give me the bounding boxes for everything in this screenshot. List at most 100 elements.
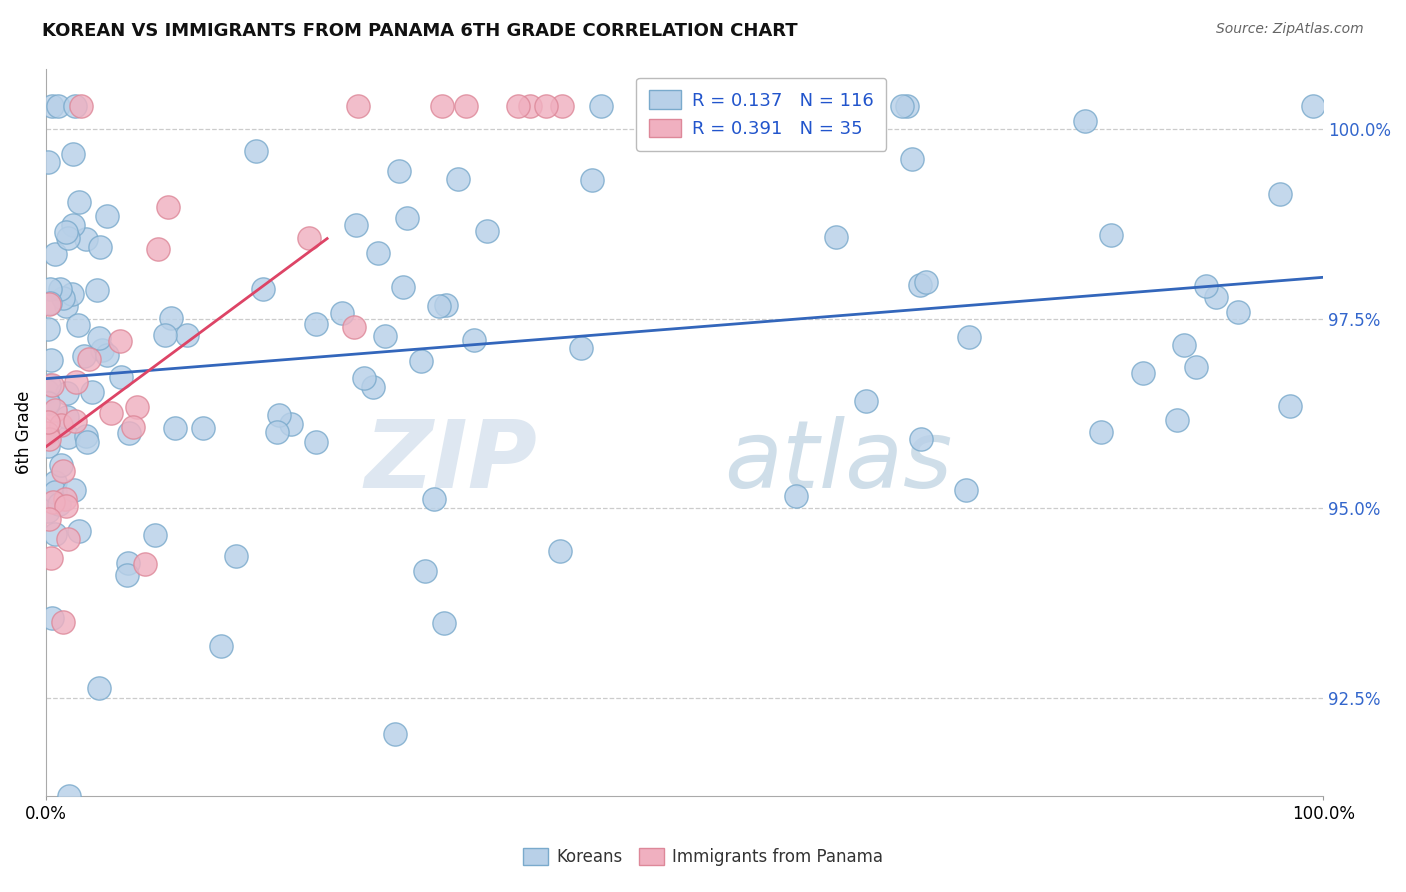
Point — [115, 567, 138, 582]
Point — [156, 200, 179, 214]
Y-axis label: 6th Grade: 6th Grade — [15, 391, 32, 475]
Point — [454, 99, 477, 113]
Legend: Koreans, Immigrants from Panama: Koreans, Immigrants from Panama — [515, 840, 891, 875]
Point — [252, 282, 274, 296]
Point — [62, 218, 84, 232]
Point — [551, 99, 574, 113]
Point — [52, 464, 75, 478]
Point — [534, 99, 557, 113]
Point — [38, 511, 60, 525]
Point — [55, 500, 77, 514]
Point — [955, 483, 977, 497]
Point — [38, 432, 60, 446]
Point — [117, 556, 139, 570]
Point — [56, 533, 79, 547]
Point — [62, 146, 84, 161]
Point — [100, 406, 122, 420]
Point — [269, 408, 291, 422]
Point — [42, 494, 65, 508]
Point — [37, 415, 59, 429]
Point — [910, 432, 932, 446]
Point — [67, 318, 90, 332]
Point — [305, 434, 328, 449]
Point — [475, 224, 498, 238]
Point — [209, 640, 232, 654]
Point — [96, 348, 118, 362]
Point — [52, 291, 75, 305]
Point — [363, 379, 385, 393]
Point — [1226, 305, 1249, 319]
Point — [86, 283, 108, 297]
Point — [89, 681, 111, 695]
Point — [52, 615, 75, 629]
Point — [463, 333, 485, 347]
Point — [55, 299, 77, 313]
Point — [176, 327, 198, 342]
Point — [60, 287, 83, 301]
Point — [1173, 338, 1195, 352]
Text: ZIP: ZIP — [366, 416, 538, 508]
Point — [191, 421, 214, 435]
Point — [589, 99, 612, 113]
Point — [46, 99, 69, 113]
Point — [1268, 186, 1291, 201]
Point — [1101, 227, 1123, 242]
Point — [901, 152, 924, 166]
Point — [75, 429, 97, 443]
Point — [37, 395, 59, 409]
Point — [548, 544, 571, 558]
Point — [266, 425, 288, 439]
Point — [388, 164, 411, 178]
Point — [413, 564, 436, 578]
Point — [280, 417, 302, 432]
Point — [434, 298, 457, 312]
Point — [56, 231, 79, 245]
Point — [39, 352, 62, 367]
Point — [508, 99, 530, 113]
Point — [76, 435, 98, 450]
Point — [37, 503, 59, 517]
Point — [38, 378, 60, 392]
Point — [367, 246, 389, 260]
Point — [411, 354, 433, 368]
Text: KOREAN VS IMMIGRANTS FROM PANAMA 6TH GRADE CORRELATION CHART: KOREAN VS IMMIGRANTS FROM PANAMA 6TH GRA… — [42, 22, 797, 40]
Point — [374, 328, 396, 343]
Point — [245, 145, 267, 159]
Text: atlas: atlas — [724, 416, 952, 508]
Point — [39, 295, 62, 310]
Point — [125, 400, 148, 414]
Text: Source: ZipAtlas.com: Source: ZipAtlas.com — [1216, 22, 1364, 37]
Point — [37, 154, 59, 169]
Point — [44, 403, 66, 417]
Point — [49, 282, 72, 296]
Point — [38, 297, 60, 311]
Point — [55, 386, 77, 401]
Point — [569, 341, 592, 355]
Point — [891, 99, 914, 113]
Point — [51, 458, 73, 472]
Point — [62, 483, 84, 498]
Point — [41, 551, 63, 566]
Point — [89, 239, 111, 253]
Point — [153, 327, 176, 342]
Point — [1205, 290, 1227, 304]
Point — [55, 226, 77, 240]
Point — [37, 426, 59, 441]
Point — [957, 330, 980, 344]
Point — [1302, 99, 1324, 113]
Point — [44, 485, 66, 500]
Point — [1166, 412, 1188, 426]
Point — [41, 378, 63, 392]
Point — [225, 549, 247, 564]
Point — [160, 311, 183, 326]
Point — [65, 375, 87, 389]
Point — [80, 384, 103, 399]
Point — [67, 195, 90, 210]
Point — [422, 492, 444, 507]
Point — [447, 172, 470, 186]
Point — [67, 524, 90, 538]
Point — [44, 247, 66, 261]
Point — [1090, 425, 1112, 439]
Point — [427, 298, 450, 312]
Point — [39, 282, 62, 296]
